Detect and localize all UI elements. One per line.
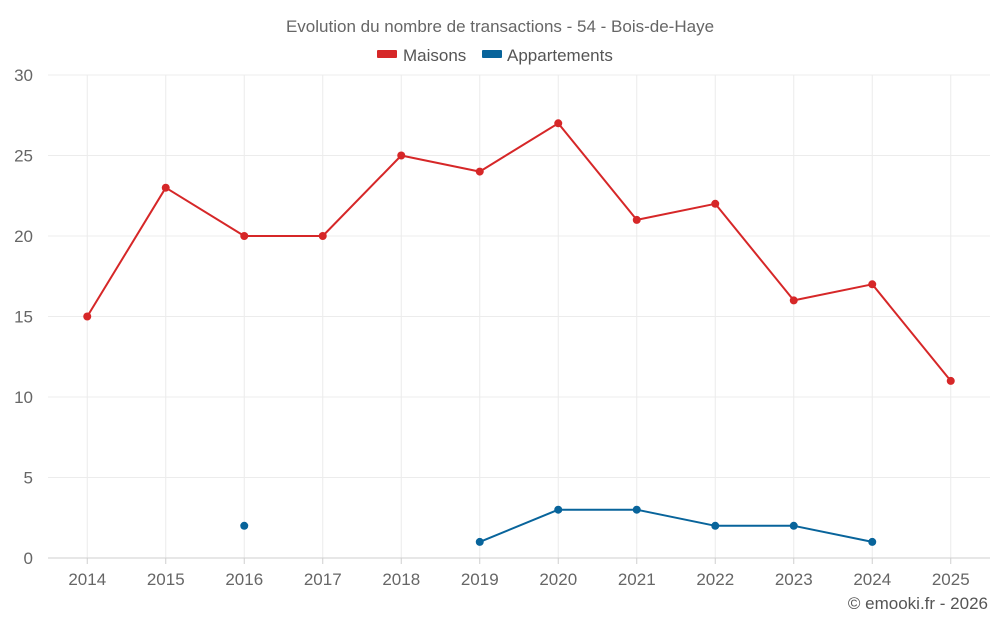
legend-label-maisons: Maisons [403,46,466,65]
legend-swatch-appartements [482,50,502,58]
series-line-maisons [86,122,952,382]
data-point-appartements-2016[interactable] [240,521,249,530]
data-point-maisons-2023[interactable] [789,296,798,305]
legend-label-appartements: Appartements [507,46,613,65]
credit-text: © emooki.fr - 2026 [848,594,988,613]
data-point-maisons-2021[interactable] [632,215,641,224]
series-appartements [240,505,877,546]
data-point-appartements-2019[interactable] [475,537,484,546]
y-tick-label: 10 [14,388,33,407]
data-point-maisons-2015[interactable] [161,183,170,192]
data-point-appartements-2022[interactable] [711,521,720,530]
series [83,119,955,546]
data-point-maisons-2017[interactable] [318,232,327,240]
x-tick-label: 2024 [853,570,891,589]
x-tick-label: 2022 [696,570,734,589]
x-tick-label: 2014 [68,570,106,589]
x-tick-label: 2020 [539,570,577,589]
x-tick-label: 2019 [461,570,499,589]
data-point-maisons-2025[interactable] [946,376,955,385]
x-tick-label: 2015 [147,570,185,589]
y-tick-label: 15 [14,308,33,327]
x-tick-label: 2016 [225,570,263,589]
data-point-maisons-2016[interactable] [240,232,249,240]
x-tick-label: 2021 [618,570,656,589]
data-point-appartements-2021[interactable] [632,505,641,514]
data-point-appartements-2020[interactable] [554,505,563,514]
data-point-maisons-2018[interactable] [397,151,406,160]
data-point-maisons-2019[interactable] [475,167,484,176]
y-tick-label: 20 [14,227,33,246]
x-tick-label: 2023 [775,570,813,589]
y-tick-label: 0 [24,549,33,568]
x-tick-label: 2018 [382,570,420,589]
legend-item-maisons[interactable]: Maisons [377,46,466,65]
y-tick-label: 30 [14,66,33,85]
data-point-maisons-2020[interactable] [554,119,563,128]
x-tick-label: 2025 [932,570,970,589]
data-point-appartements-2023[interactable] [789,521,798,530]
data-point-maisons-2022[interactable] [711,199,720,208]
data-point-maisons-2024[interactable] [868,280,877,289]
series-maisons [83,119,955,385]
series-line-appartements [479,508,873,543]
y-tick-label: 5 [24,469,33,488]
x-tick-label: 2017 [304,570,342,589]
data-point-maisons-2014[interactable] [83,312,92,321]
legend-item-appartements[interactable]: Appartements [482,46,613,65]
legend: Maisons Appartements [377,46,613,65]
chart-title: Evolution du nombre de transactions - 54… [286,17,714,36]
legend-swatch-maisons [377,50,397,58]
data-point-appartements-2024[interactable] [868,537,877,546]
y-tick-label: 25 [14,147,33,166]
